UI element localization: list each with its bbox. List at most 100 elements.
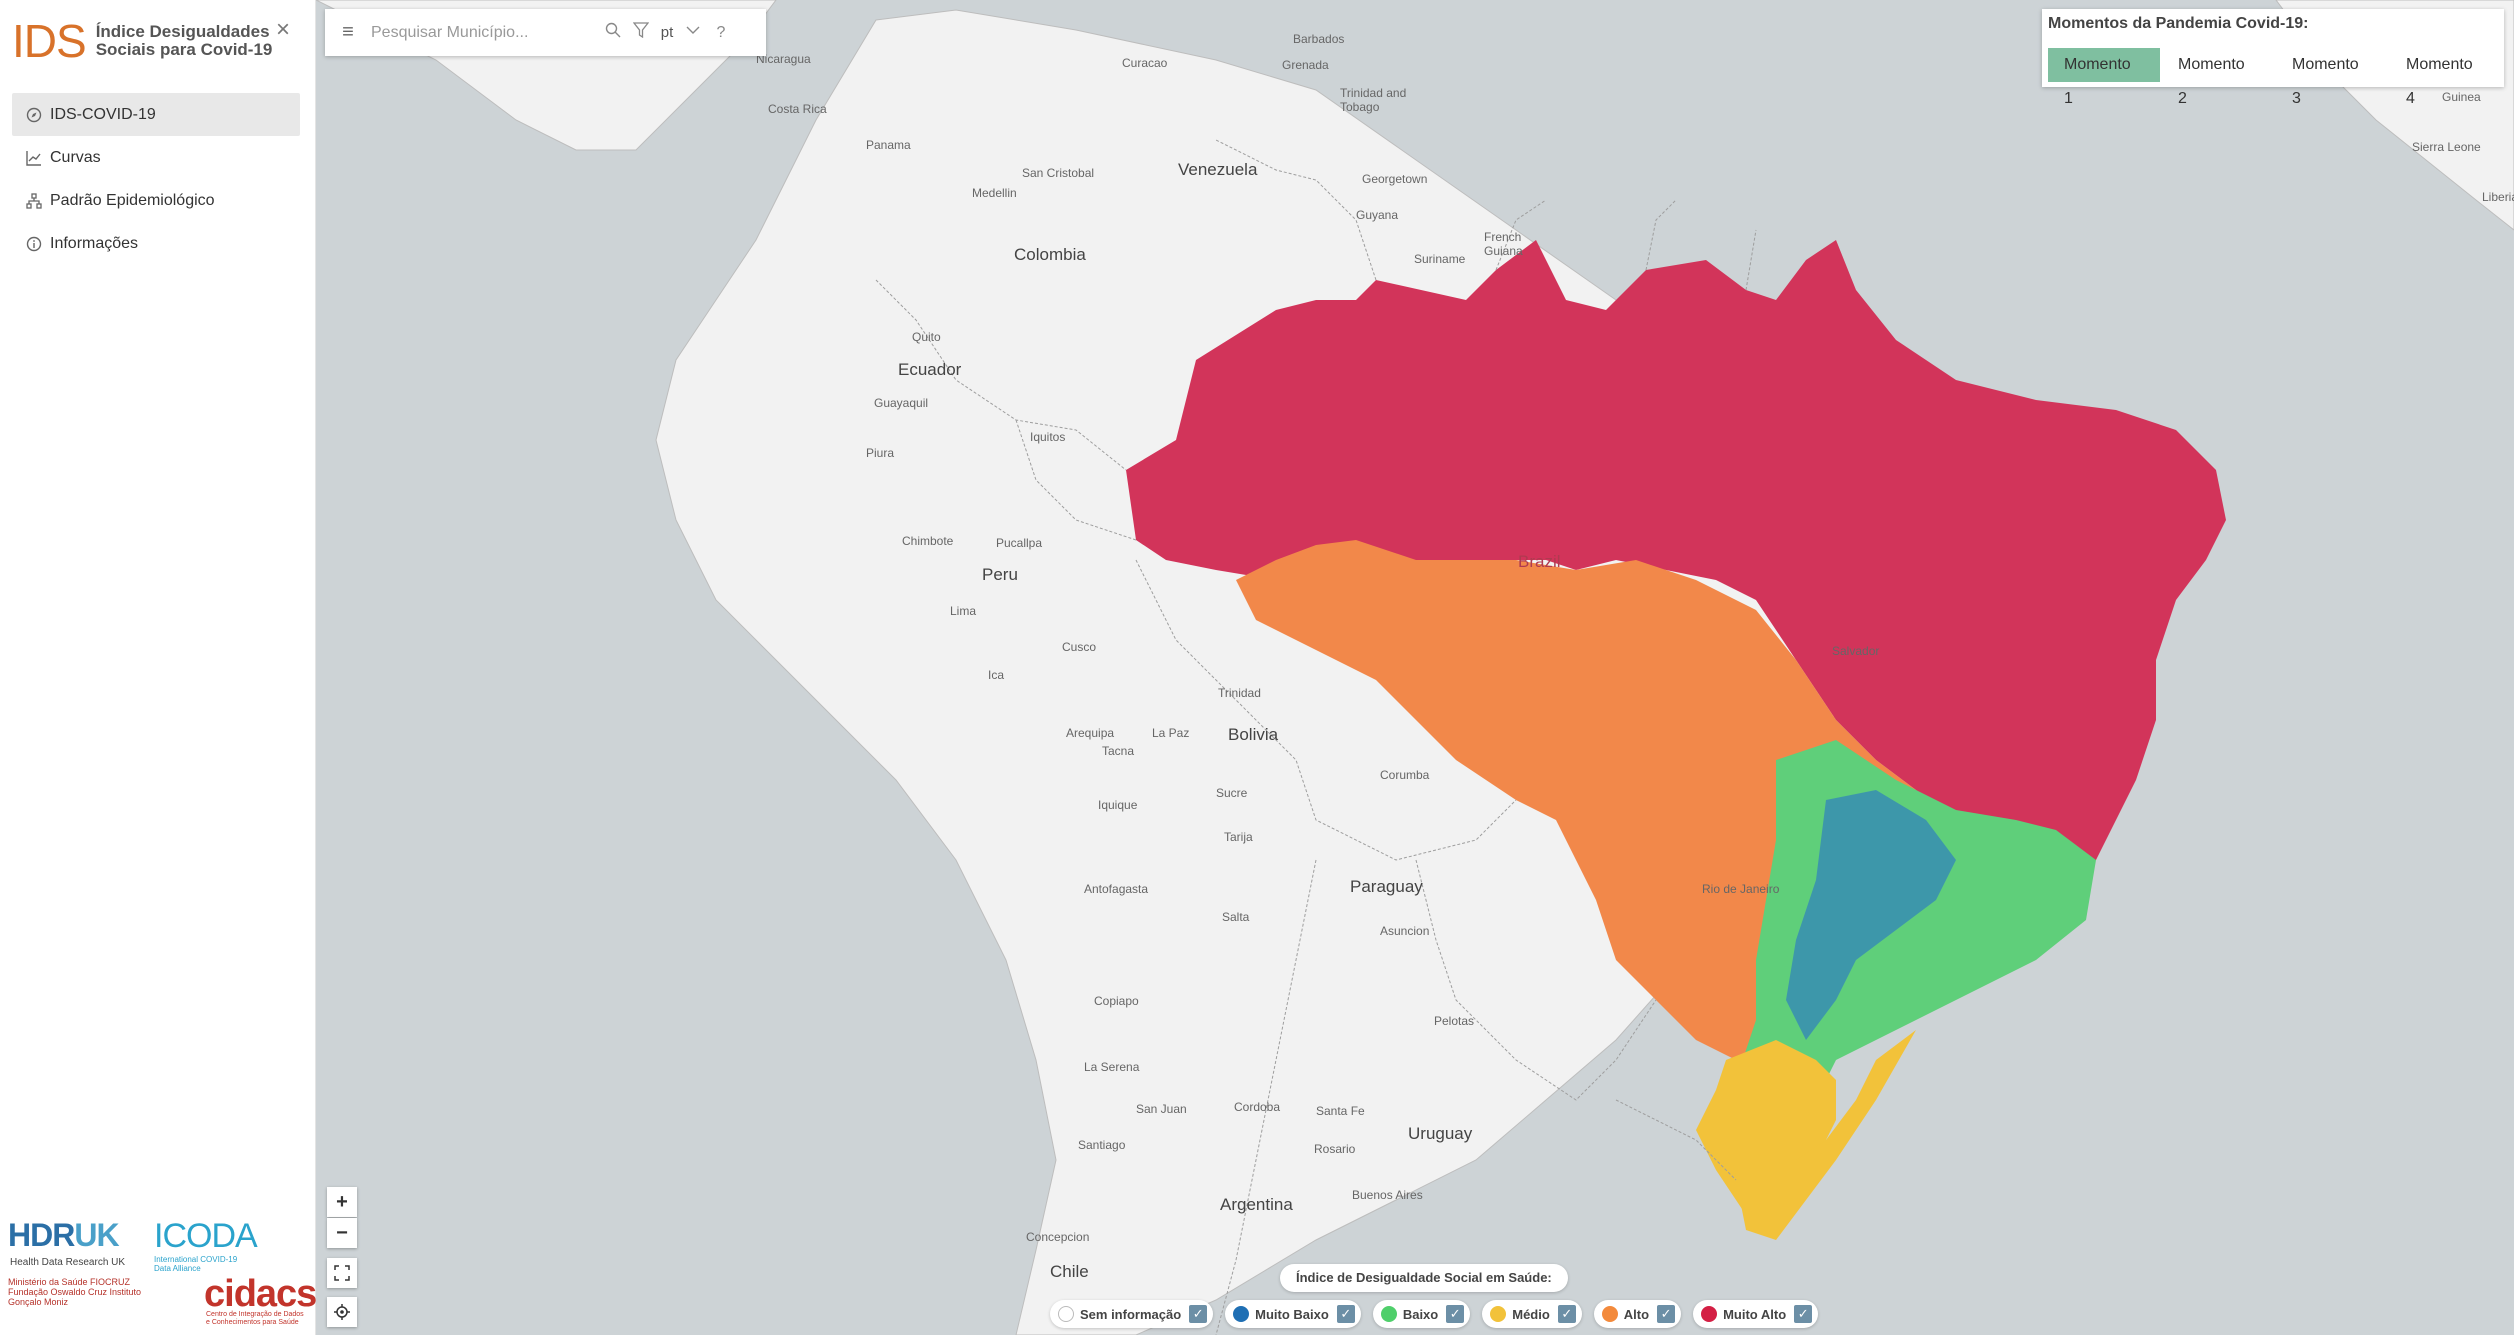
place-label: Colombia (1014, 245, 1086, 264)
sidebar-item-informacoes[interactable]: Informações (12, 222, 300, 265)
legend-item-muito-baixo[interactable]: Muito Baixo ✓ (1225, 1300, 1361, 1328)
place-label: Guayaquil (874, 396, 929, 410)
place-label: Guyana (1356, 208, 1399, 222)
place-label: Lima (950, 604, 977, 618)
sidebar-item-curvas[interactable]: Curvas (12, 136, 300, 179)
moments-tabs: Momento 1 Momento 2 Momento 3 Momento 4 (2048, 48, 2504, 107)
search-input[interactable] (371, 23, 599, 42)
place-label: Uruguay (1408, 1124, 1473, 1143)
checkbox-icon[interactable]: ✓ (1446, 1305, 1465, 1323)
checkbox-icon[interactable]: ✓ (1557, 1305, 1576, 1323)
place-label: Arequipa (1066, 726, 1115, 740)
tab-momento-3[interactable]: Momento 3 (2292, 56, 2359, 107)
legend-label: Alto (1623, 1306, 1650, 1322)
legend-item-medio[interactable]: Médio ✓ (1482, 1300, 1582, 1328)
sidebar-item-label: Informações (50, 234, 139, 252)
legend-label: Médio (1512, 1306, 1550, 1322)
legend-item-muito-alto[interactable]: Muito Alto ✓ (1693, 1300, 1819, 1328)
pandemic-moments-panel: Momentos da Pandemia Covid-19: Momento 1… (2042, 9, 2504, 107)
help-icon[interactable]: ? (716, 23, 726, 41)
locate-button[interactable] (327, 1297, 357, 1327)
zoom-out-button[interactable]: − (327, 1218, 357, 1248)
legend-swatch (1058, 1306, 1074, 1322)
legend-label: Muito Alto (1723, 1306, 1787, 1322)
tab-momento-4[interactable]: Momento 4 (2406, 56, 2473, 107)
compass-icon (26, 107, 42, 123)
place-label: Antofagasta (1084, 882, 1149, 896)
place-label: Tarija (1224, 830, 1253, 844)
fiocruz-logo[interactable]: Ministério da Saúde FIOCRUZ Fundação Osw… (8, 1277, 142, 1307)
map-svg[interactable] (316, 0, 2514, 1335)
filter-icon[interactable] (627, 22, 655, 43)
language-select[interactable]: pt (660, 24, 674, 41)
logo-text-line2: Sociais para Covid-19 (95, 40, 273, 59)
legend-swatch (1601, 1306, 1618, 1322)
app-logo[interactable]: IDS Índice Desigualdades Sociais para Co… (12, 18, 272, 64)
chevron-down-icon[interactable] (679, 22, 707, 43)
place-label: Chimbote (902, 534, 954, 548)
place-label: Copiapo (1094, 994, 1139, 1008)
checkbox-icon[interactable]: ✓ (1794, 1305, 1813, 1323)
checkbox-icon[interactable]: ✓ (1657, 1305, 1676, 1323)
sidebar-item-ids-covid[interactable]: IDS-COVID-19 (12, 93, 300, 136)
place-label: Georgetown (1362, 172, 1428, 186)
line-chart-icon (26, 150, 42, 166)
brazil-region-baixo (1726, 740, 2096, 1160)
icoda-logo[interactable]: ICODA (154, 1217, 258, 1255)
zoom-in-button[interactable]: + (327, 1187, 357, 1217)
cidacs-logo[interactable]: cidacs (204, 1273, 317, 1315)
place-label: Trinidad and Tobago (1340, 86, 1407, 114)
legend-label: Baixo (1402, 1306, 1439, 1322)
logo-mark: IDS (12, 15, 87, 67)
place-label: Argentina (1220, 1195, 1293, 1214)
menu-icon[interactable]: ≡ (342, 21, 354, 43)
legend-item-alto[interactable]: Alto ✓ (1593, 1300, 1682, 1328)
place-label: San Juan (1136, 1102, 1187, 1116)
legend-swatch (1380, 1306, 1397, 1322)
place-label: Cusco (1062, 640, 1097, 654)
hdruk-logo[interactable]: HDRUK (8, 1217, 120, 1254)
place-label: Guinea (2442, 90, 2481, 104)
icoda-subtitle: International COVID-19 Data Alliance (154, 1255, 238, 1273)
place-label: Brazil (1518, 552, 1561, 571)
place-label: Sucre (1216, 786, 1248, 800)
map-canvas[interactable]: Venezuela Colombia Ecuador Peru Bolivia … (316, 0, 2514, 1335)
legend-item-baixo[interactable]: Baixo ✓ (1372, 1300, 1471, 1328)
place-label: Cordoba (1234, 1100, 1281, 1114)
close-icon[interactable]: × (276, 16, 291, 43)
place-label: Paraguay (1350, 877, 1423, 896)
sidebar-nav: IDS-COVID-19 Curvas Padrão Epidemiológic… (12, 93, 300, 265)
place-label: Corumba (1380, 768, 1430, 782)
legend-item-sem-informacao[interactable]: Sem informação ✓ (1050, 1300, 1214, 1328)
hierarchy-icon (26, 192, 42, 209)
place-label: Costa Rica (768, 102, 827, 116)
place-label: Venezuela (1178, 160, 1258, 179)
sidebar-item-padrao-epidemiologico[interactable]: Padrão Epidemiológico (12, 179, 300, 222)
checkbox-icon[interactable]: ✓ (1336, 1305, 1355, 1323)
place-label: Medellin (972, 186, 1017, 200)
place-label: Ecuador (898, 360, 962, 379)
search-icon[interactable] (599, 22, 627, 43)
place-label: Concepcion (1026, 1230, 1090, 1244)
place-label: Santa Fe (1316, 1104, 1365, 1118)
fullscreen-button[interactable] (327, 1258, 357, 1288)
hdruk-logo-uk: UK (74, 1217, 119, 1253)
place-label: Curacao (1122, 56, 1168, 70)
place-label: Ica (988, 668, 1005, 682)
place-label: Trinidad (1218, 686, 1261, 700)
tab-momento-2[interactable]: Momento 2 (2178, 56, 2245, 107)
place-label: Iquitos (1030, 430, 1066, 444)
place-label: Suriname (1414, 252, 1466, 266)
tab-momento-1[interactable]: Momento 1 (2048, 48, 2160, 107)
place-label: Buenos Aires (1352, 1188, 1423, 1202)
place-label: Peru (982, 565, 1018, 584)
checkbox-icon[interactable]: ✓ (1189, 1305, 1208, 1323)
place-label: Quito (912, 330, 941, 344)
place-label: Barbados (1293, 32, 1345, 46)
place-label: Bolivia (1228, 725, 1279, 744)
place-label: Liberia (2482, 190, 2514, 204)
place-label: Pelotas (1434, 1014, 1475, 1028)
moments-title: Momentos da Pandemia Covid-19: (2048, 15, 2309, 32)
hdruk-subtitle: Health Data Research UK (10, 1257, 126, 1268)
